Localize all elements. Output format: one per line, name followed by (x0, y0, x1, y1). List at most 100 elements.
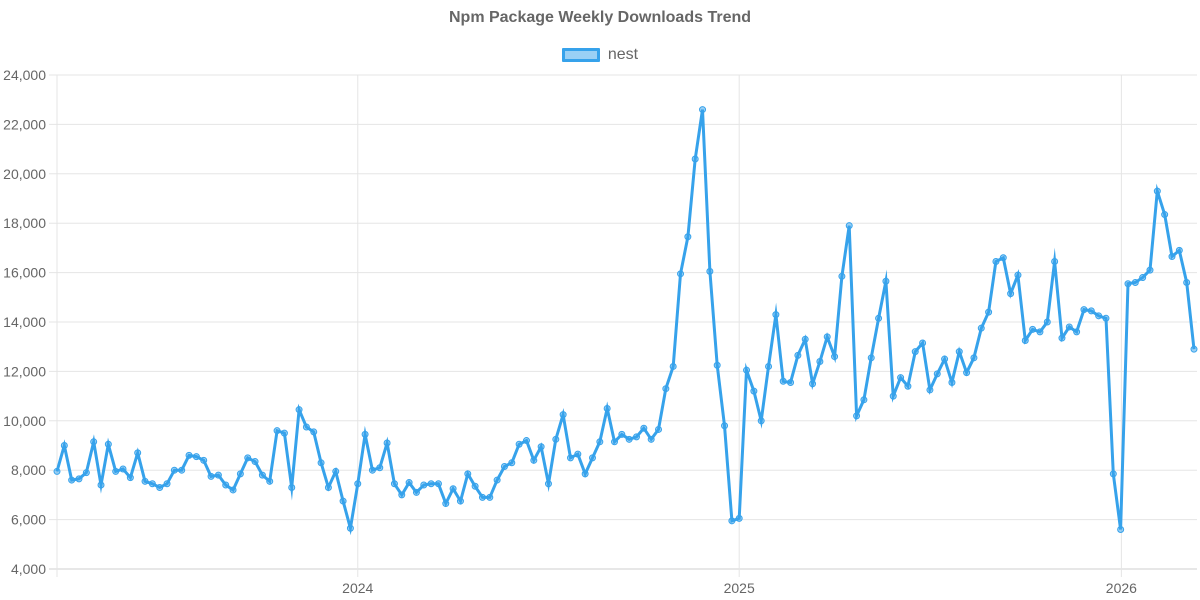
data-point[interactable] (486, 493, 494, 501)
data-point[interactable] (655, 425, 663, 433)
data-point[interactable] (904, 382, 912, 390)
data-point[interactable] (156, 483, 164, 491)
data-point[interactable] (280, 429, 288, 437)
data-point[interactable] (244, 454, 252, 462)
data-point[interactable] (816, 358, 824, 366)
data-point[interactable] (112, 467, 120, 475)
data-point[interactable] (1124, 280, 1132, 288)
data-point[interactable] (743, 366, 751, 374)
data-point[interactable] (566, 454, 574, 462)
data-point[interactable] (82, 469, 90, 477)
data-point[interactable] (134, 449, 142, 457)
data-point[interactable] (310, 428, 318, 436)
data-point[interactable] (779, 377, 787, 385)
data-point[interactable] (662, 385, 670, 393)
data-point[interactable] (1139, 274, 1147, 282)
data-point[interactable] (1109, 470, 1117, 478)
data-point[interactable] (603, 404, 611, 412)
data-point[interactable] (544, 480, 552, 488)
data-point[interactable] (838, 272, 846, 280)
data-point[interactable] (772, 311, 780, 319)
data-point[interactable] (53, 467, 61, 475)
data-point[interactable] (185, 451, 193, 459)
data-point[interactable] (383, 439, 391, 447)
data-point[interactable] (119, 465, 127, 473)
data-point[interactable] (867, 354, 875, 362)
data-point[interactable] (985, 308, 993, 316)
data-point[interactable] (919, 339, 927, 347)
data-point[interactable] (192, 453, 200, 461)
data-point[interactable] (1102, 314, 1110, 322)
data-point[interactable] (948, 379, 956, 387)
data-point[interactable] (787, 379, 795, 387)
data-point[interactable] (60, 442, 68, 449)
data-point[interactable] (765, 362, 773, 370)
data-point[interactable] (1073, 328, 1081, 336)
data-point[interactable] (214, 471, 222, 479)
data-point[interactable] (750, 387, 758, 395)
data-point[interactable] (266, 477, 274, 485)
data-point[interactable] (677, 270, 685, 278)
data-point[interactable] (875, 314, 883, 322)
data-point[interactable] (809, 380, 817, 388)
data-point[interactable] (860, 396, 868, 404)
data-point[interactable] (970, 354, 978, 362)
data-point[interactable] (68, 476, 76, 484)
data-point[interactable] (640, 424, 648, 432)
data-point[interactable] (398, 491, 406, 499)
legend-label[interactable]: nest (607, 46, 639, 63)
data-point[interactable] (170, 466, 178, 474)
data-point[interactable] (104, 440, 112, 448)
data-point[interactable] (449, 485, 457, 493)
data-point[interactable] (647, 435, 655, 443)
data-point[interactable] (361, 430, 369, 438)
data-point[interactable] (471, 482, 479, 490)
data-point[interactable] (926, 386, 934, 394)
data-point[interactable] (735, 514, 743, 522)
data-point[interactable] (500, 462, 508, 470)
data-point[interactable] (354, 480, 362, 488)
data-point[interactable] (126, 474, 134, 482)
data-point[interactable] (706, 267, 714, 275)
data-point[interactable] (258, 471, 266, 479)
data-point[interactable] (941, 355, 949, 363)
data-point[interactable] (831, 353, 839, 361)
data-point[interactable] (588, 454, 596, 462)
data-point[interactable] (90, 438, 98, 446)
data-point[interactable] (508, 459, 516, 467)
data-point[interactable] (464, 470, 472, 478)
data-point[interactable] (1058, 334, 1066, 342)
data-point[interactable] (368, 466, 376, 474)
data-point[interactable] (691, 155, 699, 163)
data-point[interactable] (596, 438, 604, 446)
data-point[interactable] (324, 483, 332, 491)
data-point[interactable] (999, 254, 1007, 262)
data-point[interactable] (618, 430, 626, 438)
data-point[interactable] (853, 412, 861, 420)
data-point[interactable] (522, 437, 530, 445)
data-point[interactable] (339, 497, 347, 505)
data-point[interactable] (493, 476, 501, 484)
data-point[interactable] (911, 348, 919, 356)
data-point[interactable] (376, 464, 384, 472)
data-point[interactable] (1029, 325, 1037, 333)
data-point[interactable] (530, 456, 538, 464)
data-point[interactable] (420, 481, 428, 489)
data-point[interactable] (1131, 278, 1139, 286)
data-point[interactable] (1175, 246, 1183, 254)
data-point[interactable] (148, 480, 156, 488)
data-point[interactable] (669, 362, 677, 370)
data-point[interactable] (229, 486, 237, 494)
data-point[interactable] (823, 333, 831, 341)
data-point[interactable] (713, 361, 721, 369)
data-point[interactable] (295, 406, 303, 414)
data-point[interactable] (625, 435, 633, 443)
data-point[interactable] (200, 456, 208, 464)
data-point[interactable] (801, 335, 809, 343)
data-point[interactable] (207, 472, 215, 480)
data-point[interactable] (1051, 257, 1059, 265)
data-point[interactable] (141, 477, 149, 485)
data-point[interactable] (478, 493, 486, 501)
data-point[interactable] (537, 443, 545, 451)
data-point[interactable] (302, 423, 310, 431)
